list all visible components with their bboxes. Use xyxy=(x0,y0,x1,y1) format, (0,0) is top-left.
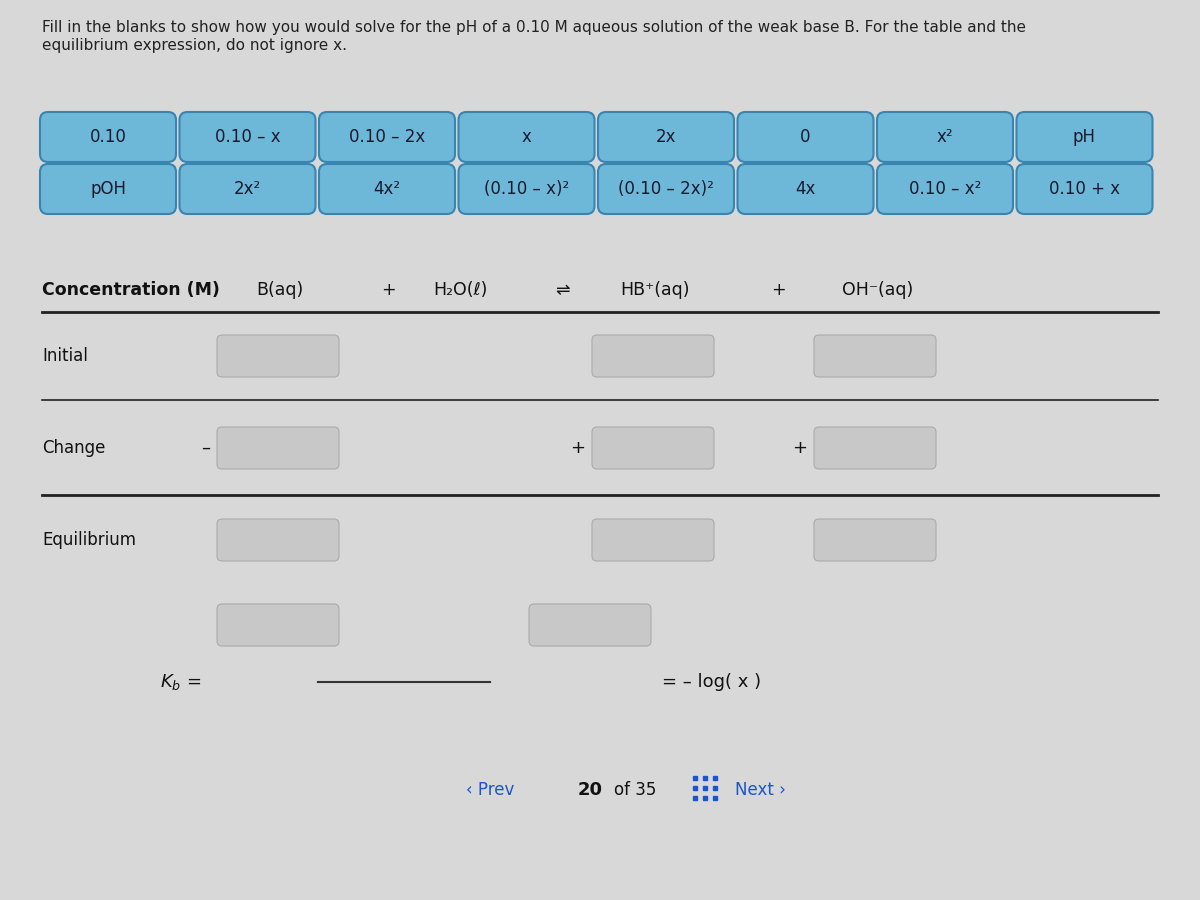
FancyBboxPatch shape xyxy=(814,335,936,377)
FancyBboxPatch shape xyxy=(217,427,340,469)
Text: x²: x² xyxy=(937,128,953,146)
FancyBboxPatch shape xyxy=(529,604,650,646)
Text: +: + xyxy=(770,281,785,299)
Text: 4x²: 4x² xyxy=(373,180,401,198)
Text: +: + xyxy=(792,439,808,457)
Text: Concentration (M): Concentration (M) xyxy=(42,281,220,299)
Text: OH⁻(aq): OH⁻(aq) xyxy=(842,281,913,299)
FancyBboxPatch shape xyxy=(1016,112,1152,162)
Text: 0.10 – x²: 0.10 – x² xyxy=(908,180,982,198)
Text: (0.10 – x)²: (0.10 – x)² xyxy=(484,180,569,198)
FancyBboxPatch shape xyxy=(40,164,176,214)
Text: 0: 0 xyxy=(800,128,811,146)
FancyBboxPatch shape xyxy=(217,604,340,646)
Text: Equilibrium: Equilibrium xyxy=(42,531,136,549)
FancyBboxPatch shape xyxy=(319,112,455,162)
Text: = – log( x ): = – log( x ) xyxy=(662,673,761,691)
Text: of 35: of 35 xyxy=(614,781,656,799)
FancyBboxPatch shape xyxy=(592,519,714,561)
FancyBboxPatch shape xyxy=(598,112,734,162)
Text: ⇌: ⇌ xyxy=(554,281,569,299)
FancyBboxPatch shape xyxy=(180,164,316,214)
FancyBboxPatch shape xyxy=(40,112,176,162)
Text: +: + xyxy=(570,439,586,457)
Text: +: + xyxy=(380,281,395,299)
Text: 20: 20 xyxy=(577,781,602,799)
Text: $K_b$ =: $K_b$ = xyxy=(160,672,202,692)
FancyBboxPatch shape xyxy=(877,164,1013,214)
Text: Change: Change xyxy=(42,439,106,457)
FancyBboxPatch shape xyxy=(319,164,455,214)
FancyBboxPatch shape xyxy=(592,335,714,377)
Text: 2x²: 2x² xyxy=(234,180,262,198)
Text: 4x: 4x xyxy=(796,180,816,198)
FancyBboxPatch shape xyxy=(217,519,340,561)
Text: 0.10 + x: 0.10 + x xyxy=(1049,180,1120,198)
FancyBboxPatch shape xyxy=(458,164,594,214)
Text: pH: pH xyxy=(1073,128,1096,146)
Text: –: – xyxy=(202,439,210,457)
Text: equilibrium expression, do not ignore x.: equilibrium expression, do not ignore x. xyxy=(42,38,347,53)
Text: x: x xyxy=(522,128,532,146)
FancyBboxPatch shape xyxy=(180,112,316,162)
FancyBboxPatch shape xyxy=(1016,164,1152,214)
Text: B(aq): B(aq) xyxy=(257,281,304,299)
Text: Fill in the blanks to show how you would solve for the pH of a 0.10 M aqueous so: Fill in the blanks to show how you would… xyxy=(42,20,1026,35)
Text: HB⁺(aq): HB⁺(aq) xyxy=(620,281,690,299)
Text: (0.10 – 2x)²: (0.10 – 2x)² xyxy=(618,180,714,198)
Text: ‹ Prev: ‹ Prev xyxy=(466,781,514,799)
FancyBboxPatch shape xyxy=(738,112,874,162)
FancyBboxPatch shape xyxy=(814,519,936,561)
Text: pOH: pOH xyxy=(90,180,126,198)
Text: H₂O(ℓ): H₂O(ℓ) xyxy=(433,281,487,299)
FancyBboxPatch shape xyxy=(598,164,734,214)
Text: Next ›: Next › xyxy=(734,781,786,799)
Text: Initial: Initial xyxy=(42,347,88,365)
Text: 2x: 2x xyxy=(655,128,677,146)
FancyBboxPatch shape xyxy=(738,164,874,214)
Text: 0.10 – 2x: 0.10 – 2x xyxy=(349,128,425,146)
FancyBboxPatch shape xyxy=(217,335,340,377)
Text: 0.10 – x: 0.10 – x xyxy=(215,128,281,146)
FancyBboxPatch shape xyxy=(814,427,936,469)
FancyBboxPatch shape xyxy=(877,112,1013,162)
FancyBboxPatch shape xyxy=(592,427,714,469)
Text: 0.10: 0.10 xyxy=(90,128,126,146)
FancyBboxPatch shape xyxy=(458,112,594,162)
